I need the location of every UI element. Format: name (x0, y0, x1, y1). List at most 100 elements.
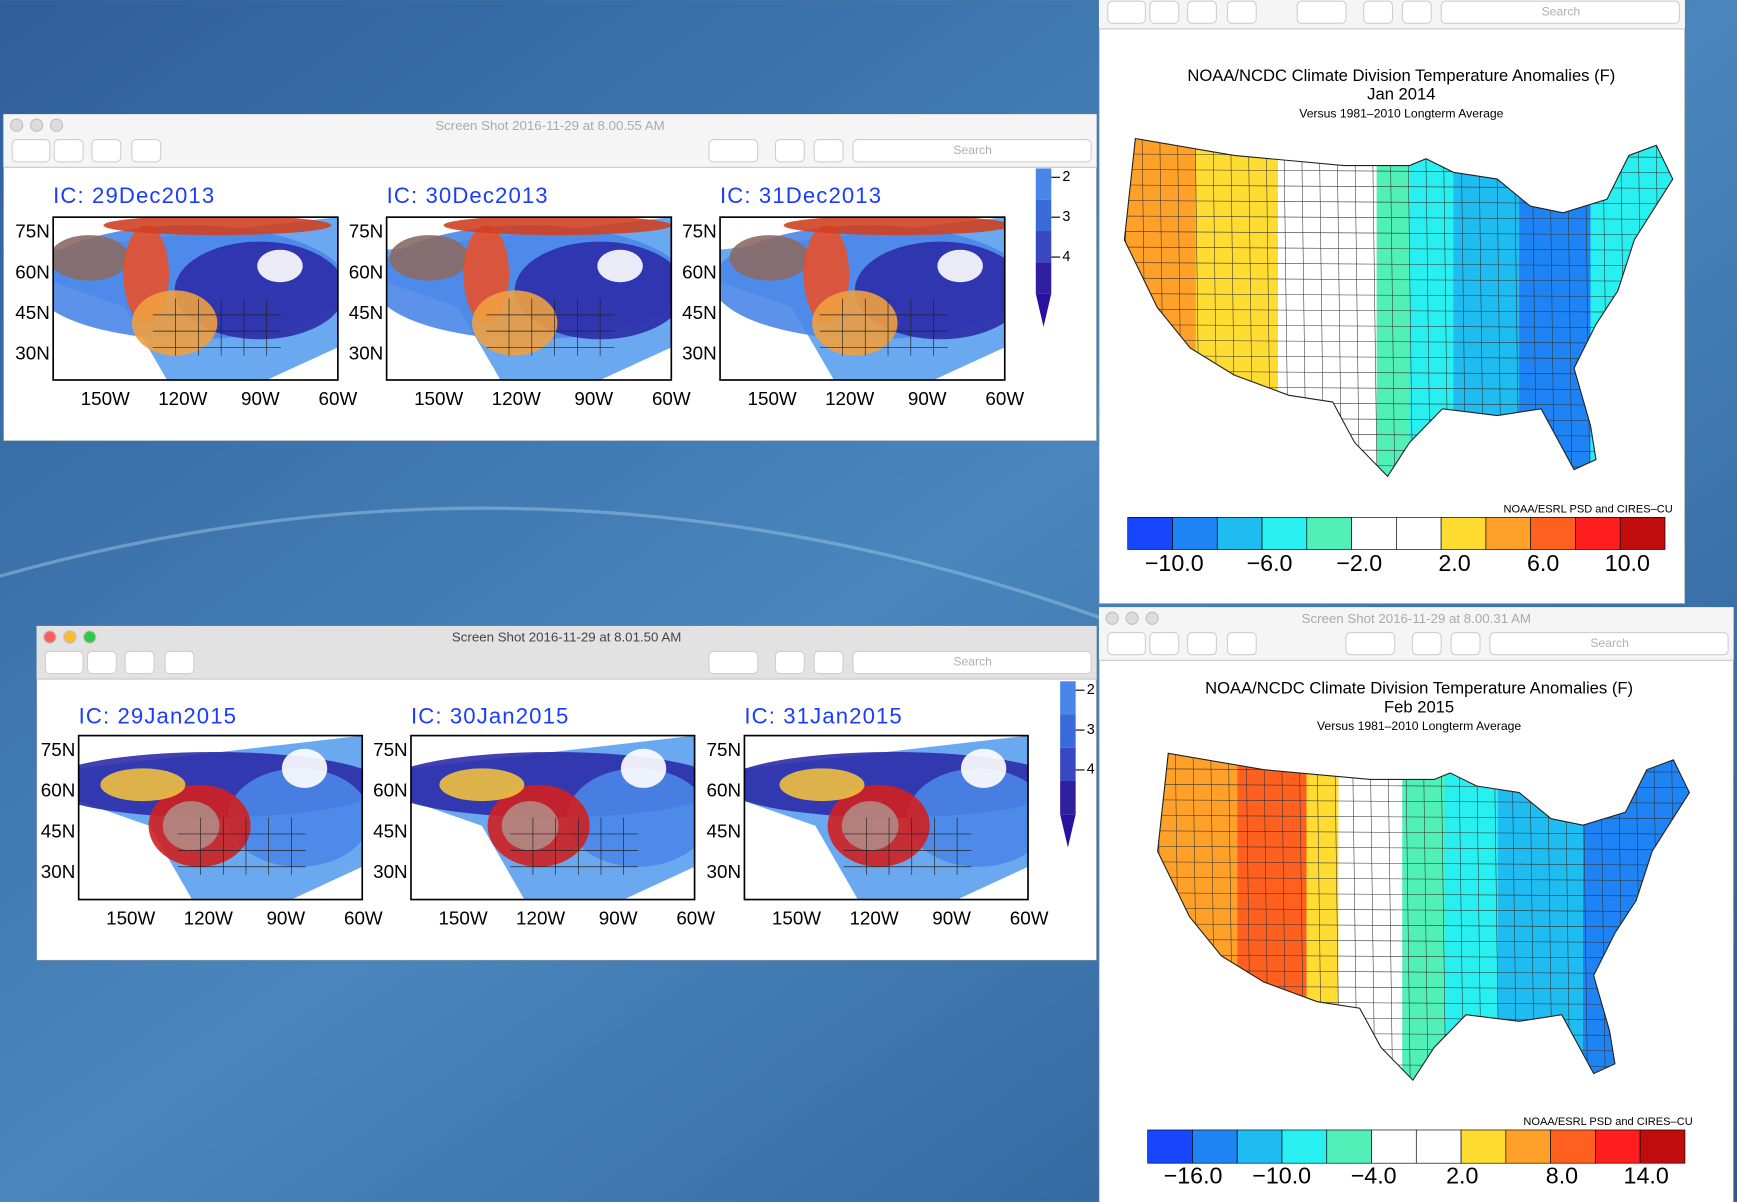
toolbar-button[interactable] (91, 139, 122, 163)
window-button[interactable] (1125, 611, 1139, 625)
lat-label: 45N (15, 302, 50, 323)
lon-label: 120W (849, 907, 898, 928)
toolbar-button[interactable] (86, 650, 117, 675)
anomaly-patch (812, 290, 898, 356)
map (744, 735, 1029, 900)
colorbar-segment (1035, 262, 1052, 294)
window-button[interactable] (49, 118, 64, 132)
window: Screen Shot 2016-11-29 at 8.01.01 AMSear… (1098, 0, 1685, 604)
lon-label: 90W (241, 388, 280, 409)
lon-label: 120W (825, 388, 874, 409)
lat-label: 60N (373, 780, 408, 801)
toolbar-button[interactable] (813, 139, 844, 163)
search-field[interactable] (1440, 0, 1680, 24)
anomaly-patch (501, 801, 559, 851)
anomaly-patch (779, 768, 865, 802)
lon-label: 150W (81, 388, 130, 409)
lon-label: 120W (184, 907, 233, 928)
window-button[interactable] (1145, 611, 1159, 625)
lon-label: 60W (985, 388, 1024, 409)
window-button[interactable] (43, 630, 57, 644)
toolbar-button[interactable] (1226, 632, 1257, 656)
map-frame (52, 216, 339, 381)
toolbar-button[interactable] (1363, 0, 1394, 24)
map-subtitle: Versus 1981–2010 Longterm Average (1317, 719, 1521, 733)
toolbar-button[interactable] (131, 139, 162, 163)
colorbar-segment (1505, 1129, 1551, 1164)
toolbar-button[interactable] (44, 650, 84, 675)
lon-label: 60W (319, 388, 358, 409)
colorbar-segment (1236, 1129, 1283, 1164)
toolbar-button[interactable] (1345, 632, 1396, 656)
colorbar-label: −4.0 (1351, 1163, 1397, 1189)
toolbar-button[interactable] (164, 650, 195, 675)
toolbar-button[interactable] (1186, 0, 1217, 24)
colorbar-segment (1326, 1129, 1372, 1164)
lat-label: 60N (682, 261, 717, 282)
panel-label: IC: 31Jan2015 (744, 704, 902, 729)
toolbar-button[interactable] (708, 139, 759, 163)
anomaly-patch (281, 748, 328, 789)
lon-label: 90W (932, 907, 971, 928)
colorbar-segment (1550, 1129, 1596, 1164)
colorbar-label: 2 (1087, 682, 1095, 698)
anomaly-patch (257, 249, 303, 283)
division-line (1124, 339, 1673, 344)
search-placeholder: Search (953, 143, 992, 157)
window-button[interactable] (1105, 611, 1119, 625)
lat-label: 60N (15, 261, 50, 282)
anomaly-patch (389, 235, 470, 281)
toolbar-button[interactable] (1226, 0, 1257, 24)
division-line (1354, 138, 1360, 477)
toolbar-button[interactable] (1186, 632, 1217, 656)
colorbar-segment (1035, 168, 1052, 200)
window-button[interactable] (83, 630, 97, 644)
toolbar-button[interactable] (774, 139, 805, 163)
window-button[interactable] (9, 118, 24, 132)
colorbar-segment (1060, 714, 1076, 748)
window-button[interactable] (63, 630, 77, 644)
toolbar-button[interactable] (11, 139, 51, 163)
toolbar-button[interactable] (1107, 0, 1146, 24)
division-line (1124, 293, 1673, 298)
lon-label: 150W (438, 907, 487, 928)
colorbar-segment (1060, 781, 1076, 815)
toolbar-button[interactable] (774, 650, 805, 675)
window-button[interactable] (29, 118, 44, 132)
toolbar-button[interactable] (53, 139, 84, 163)
toolbar-button[interactable] (1149, 0, 1180, 24)
division-line (1124, 324, 1673, 329)
toolbar-button[interactable] (1450, 632, 1481, 656)
colorbar-label: 3 (1087, 722, 1095, 738)
colorbar-tip (1060, 814, 1076, 848)
search-placeholder: Search (1542, 4, 1581, 18)
colorbar-segment (1060, 681, 1076, 715)
search-field[interactable] (1489, 632, 1729, 656)
toolbar-button[interactable] (1296, 0, 1347, 24)
toolbar-button[interactable] (708, 650, 759, 675)
division-line (1370, 753, 1376, 1081)
lon-label: 60W (676, 907, 715, 928)
lat-label: 45N (682, 302, 717, 323)
toolbar-button[interactable] (1107, 632, 1146, 656)
lon-label: 120W (516, 907, 565, 928)
map-frame (410, 734, 696, 901)
map-frame (385, 216, 673, 381)
colorbar-segment (1440, 517, 1487, 550)
colorbar-label: 4 (1087, 762, 1095, 778)
toolbar-button[interactable] (1411, 632, 1442, 656)
lat-label: 45N (373, 820, 408, 841)
search-field[interactable] (852, 139, 1092, 163)
panel-label: IC: 30Jan2015 (411, 704, 569, 729)
colorbar-segment (1371, 1129, 1417, 1164)
map-period: Feb 2015 (1384, 697, 1454, 716)
toolbar-button[interactable] (124, 650, 155, 675)
colorbar-segment (1192, 1129, 1238, 1164)
toolbar-button[interactable] (813, 650, 844, 675)
lon-label: 120W (492, 388, 541, 409)
toolbar-button[interactable] (1149, 632, 1180, 656)
anomaly-patch (907, 768, 1029, 867)
search-field[interactable] (852, 650, 1092, 675)
anomaly-patch (566, 768, 695, 867)
toolbar-button[interactable] (1401, 0, 1432, 24)
